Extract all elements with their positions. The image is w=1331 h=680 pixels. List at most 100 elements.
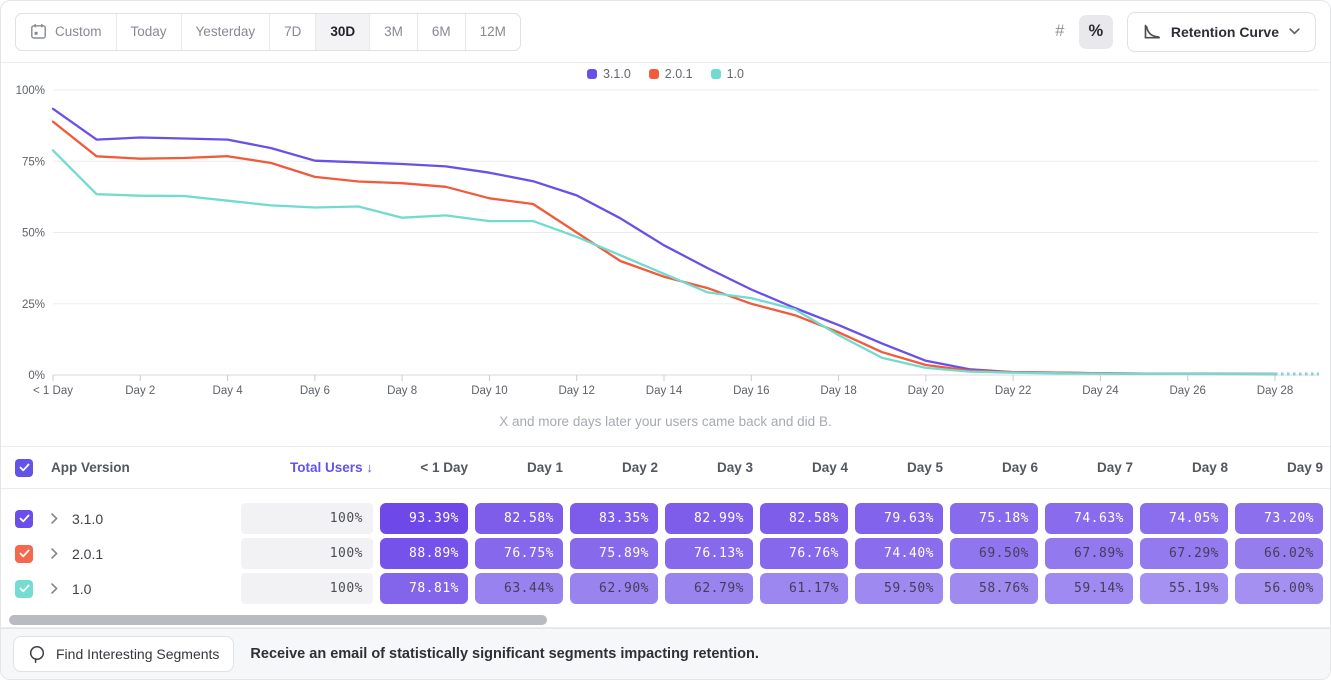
retention-cell[interactable]: 74.63% [1045, 503, 1133, 534]
retention-cell[interactable]: 76.76% [760, 538, 848, 569]
retention-cell[interactable]: 82.58% [475, 503, 563, 534]
day-column-header[interactable]: < 1 Day [420, 460, 468, 475]
retention-cell[interactable]: 69.50% [950, 538, 1038, 569]
app-version-label: 2.0.1 [72, 545, 104, 562]
expand-chevron-icon[interactable] [51, 548, 58, 559]
chevron-down-icon [1289, 28, 1300, 35]
scrollbar-thumb[interactable] [9, 615, 547, 625]
retention-cell[interactable]: 76.75% [475, 538, 563, 569]
date-range-3m[interactable]: 3M [370, 13, 418, 50]
retention-cell[interactable]: 88.89% [380, 538, 468, 569]
svg-text:Day 22: Day 22 [995, 385, 1031, 397]
find-interesting-segments-button[interactable]: Find Interesting Segments [13, 636, 235, 672]
table-row-1.0: 1.0 100% 78.81% 63.44% 62.90% 62.79% 61.17% 59.… [1, 573, 1330, 604]
chart-legend: 3.1.0 2.0.1 1.0 [1, 67, 1330, 81]
date-range-yesterday[interactable]: Yesterday [182, 13, 271, 50]
retention-chart: 0% 25% 50% 75% 100% < 1 Day Day 2 Day 4 Day 6 Day… [16, 85, 1319, 397]
retention-cell[interactable]: 63.44% [475, 573, 563, 604]
row-checkbox-3.1.0[interactable] [15, 509, 33, 528]
date-range-12m[interactable]: 12M [466, 14, 520, 50]
svg-text:100%: 100% [16, 85, 45, 97]
retention-cell[interactable]: 82.99% [665, 503, 753, 534]
toolbar: Custom Today Yesterday 7D 30D 3M 6M 12M #% Rete… [1, 1, 1330, 63]
retention-cell[interactable]: 58.76% [950, 573, 1038, 604]
retention-cell[interactable]: 66.02% [1235, 538, 1323, 569]
date-range-label: Yesterday [195, 24, 256, 39]
svg-text:Day 2: Day 2 [125, 385, 155, 397]
date-range-label: Today [130, 24, 167, 39]
row-checkbox-2.0.1[interactable] [15, 544, 33, 563]
legend-item-2.0.1[interactable]: 2.0.1 [648, 67, 693, 81]
legend-item-3.1.0[interactable]: 3.1.0 [586, 67, 631, 81]
format-number-toggle[interactable]: # [1055, 22, 1065, 40]
retention-cell[interactable]: 67.29% [1140, 538, 1228, 569]
date-range-label: 3M [384, 24, 403, 39]
select-all-checkbox[interactable] [15, 458, 33, 477]
date-range-label: 30D [330, 24, 356, 39]
day-column-header[interactable]: Day 9 [1286, 460, 1323, 475]
table-row-3.1.0: 3.1.0 100% 93.39% 82.58% 83.35% 82.99% 82.58% 7… [1, 503, 1330, 534]
retention-cell[interactable]: 93.39% [380, 503, 468, 534]
day-column-header[interactable]: Day 6 [1001, 460, 1038, 475]
expand-chevron-icon[interactable] [51, 583, 58, 594]
date-range-6m[interactable]: 6M [418, 13, 466, 50]
retention-chart-area: 0% 25% 50% 75% 100% < 1 Day Day 2 Day 4 Day 6 Day… [1, 63, 1330, 446]
day-column-header[interactable]: Day 8 [1191, 460, 1228, 475]
svg-text:Day 26: Day 26 [1169, 385, 1205, 397]
app-version-header: App Version [51, 460, 130, 475]
retention-cell[interactable]: 73.20% [1235, 503, 1323, 534]
retention-cell[interactable]: 59.50% [855, 573, 943, 604]
svg-text:Day 10: Day 10 [471, 385, 507, 397]
svg-text:75%: 75% [22, 156, 45, 168]
retention-cell[interactable]: 74.05% [1140, 503, 1228, 534]
retention-cell[interactable]: 75.18% [950, 503, 1038, 534]
legend-item-1.0[interactable]: 1.0 [710, 67, 744, 81]
chart-type-label: Retention Curve [1170, 23, 1279, 40]
format-percent-toggle[interactable]: % [1078, 14, 1113, 49]
legend-swatch [648, 69, 659, 79]
expand-chevron-icon[interactable] [51, 513, 58, 524]
retention-cell[interactable]: 56.00% [1235, 573, 1323, 604]
day-column-header[interactable]: Day 7 [1096, 460, 1133, 475]
retention-cell[interactable]: 62.90% [570, 573, 658, 604]
segments-button-label: Find Interesting Segments [56, 646, 220, 662]
retention-cell[interactable]: 83.35% [570, 503, 658, 534]
svg-text:Day 4: Day 4 [213, 385, 244, 397]
chart-type-dropdown[interactable]: Retention Curve [1126, 11, 1316, 52]
date-range-label: 7D [284, 24, 302, 39]
retention-cell[interactable]: 61.17% [760, 573, 848, 604]
toolbar-right: #% Retention Curve [1043, 11, 1316, 52]
date-range-custom[interactable]: Custom [16, 13, 117, 50]
total-users-sort-header[interactable]: Total Users ↓ [289, 460, 373, 475]
retention-cells: 88.89% 76.75% 75.89% 76.13% 76.76% 74.40% 69.5… [373, 538, 1330, 569]
retention-cell[interactable]: 74.40% [855, 538, 943, 569]
svg-text:Day 12: Day 12 [558, 385, 594, 397]
day-column-header[interactable]: Day 4 [811, 460, 848, 475]
retention-cell[interactable]: 75.89% [570, 538, 658, 569]
date-range-30d[interactable]: 30D [316, 13, 371, 50]
day-column-header[interactable]: Day 3 [716, 460, 753, 475]
retention-cell[interactable]: 76.13% [665, 538, 753, 569]
legend-label: 1.0 [726, 67, 744, 81]
total-users-cell: 100% [241, 503, 373, 534]
day-column-header[interactable]: Day 5 [906, 460, 943, 475]
retention-cell[interactable]: 78.81% [380, 573, 468, 604]
app-version-label: 1.0 [72, 580, 92, 597]
retention-cell[interactable]: 62.79% [665, 573, 753, 604]
date-range-7d[interactable]: 7D [270, 13, 317, 50]
row-checkbox-1.0[interactable] [15, 579, 33, 598]
horizontal-scrollbar [1, 613, 1330, 628]
date-range-today[interactable]: Today [117, 13, 182, 50]
retention-cell[interactable]: 82.58% [760, 503, 848, 534]
total-users-cell: 100% [241, 538, 373, 569]
day-column-header[interactable]: Day 1 [526, 460, 563, 475]
retention-cell[interactable]: 67.89% [1045, 538, 1133, 569]
value-format-toggle: #% [1043, 14, 1113, 49]
retention-cell[interactable]: 55.19% [1140, 573, 1228, 604]
retention-cell[interactable]: 79.63% [855, 503, 943, 534]
day-column-header[interactable]: Day 2 [621, 460, 658, 475]
retention-cell[interactable]: 59.14% [1045, 573, 1133, 604]
svg-text:Day 6: Day 6 [300, 385, 330, 397]
svg-text:0%: 0% [28, 370, 45, 382]
